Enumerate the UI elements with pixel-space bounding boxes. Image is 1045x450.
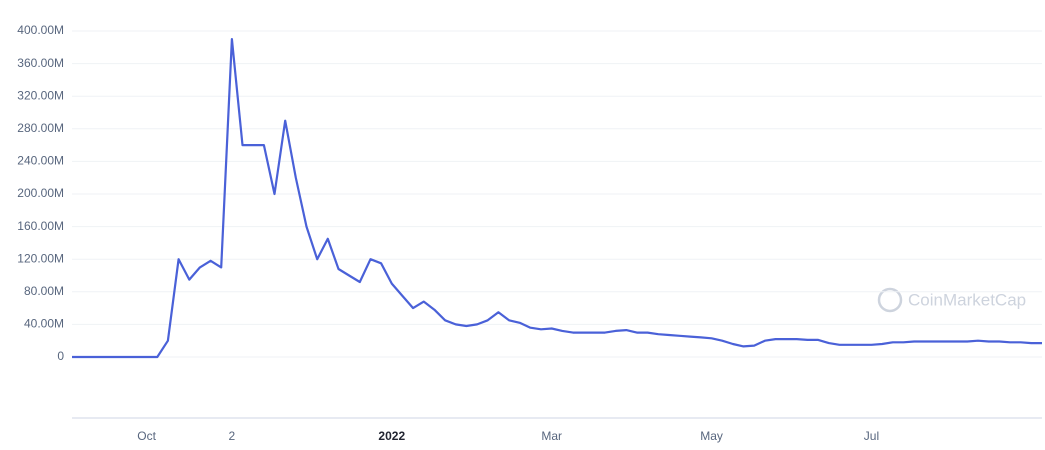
y-tick-label: 280.00M xyxy=(17,121,64,135)
x-tick-label: May xyxy=(700,429,723,443)
y-tick-label: 400.00M xyxy=(17,23,64,37)
y-tick-label: 200.00M xyxy=(17,186,64,200)
watermark: CoinMarketCap xyxy=(877,287,1026,313)
watermark-text: CoinMarketCap xyxy=(908,290,1026,309)
y-tick-label: 360.00M xyxy=(17,56,64,70)
x-tick-label: Jul xyxy=(864,429,879,443)
y-tick-label: 120.00M xyxy=(17,251,64,265)
y-tick-label: 160.00M xyxy=(17,219,64,233)
x-tick-label: 2 xyxy=(229,429,236,443)
watermark-logo xyxy=(877,287,903,313)
y-tick-label: 80.00M xyxy=(24,284,64,298)
y-tick-label: 320.00M xyxy=(17,88,64,102)
y-tick-label: 40.00M xyxy=(24,317,64,331)
y-tick-label: 0 xyxy=(57,349,64,363)
x-tick-label: 2022 xyxy=(378,429,405,443)
y-tick-label: 240.00M xyxy=(17,154,64,168)
data-line xyxy=(72,38,1042,359)
x-tick-label: Mar xyxy=(541,429,562,443)
x-tick-label: Oct xyxy=(137,429,156,443)
